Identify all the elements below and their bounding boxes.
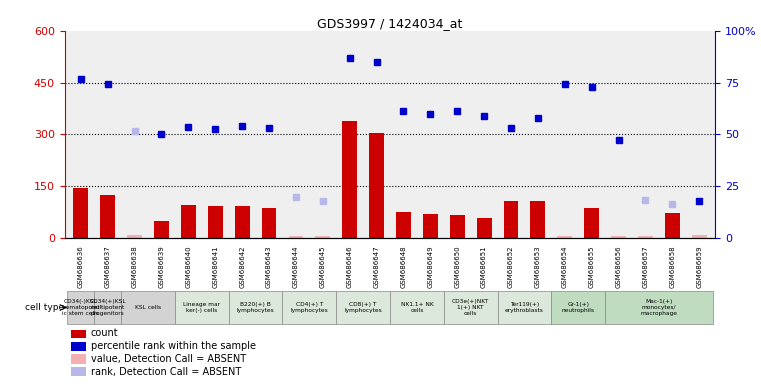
Bar — [504, 201, 518, 238]
Text: Mac-1(+)
monocytes/
macrophage: Mac-1(+) monocytes/ macrophage — [640, 299, 677, 316]
Text: GSM686650: GSM686650 — [454, 245, 460, 288]
Text: CD8(+) T
lymphocytes: CD8(+) T lymphocytes — [344, 302, 382, 313]
Text: GSM686657: GSM686657 — [642, 245, 648, 288]
Bar — [262, 208, 276, 238]
Text: GSM686656: GSM686656 — [616, 245, 622, 288]
Bar — [396, 212, 411, 238]
Bar — [127, 235, 142, 238]
Text: GSM686638: GSM686638 — [132, 245, 138, 288]
Bar — [72, 354, 85, 364]
Bar — [530, 201, 546, 238]
Bar — [498, 291, 551, 324]
Bar — [336, 291, 390, 324]
Text: GSM686640: GSM686640 — [186, 245, 191, 288]
Bar — [73, 188, 88, 238]
Text: GSM686639: GSM686639 — [158, 245, 164, 288]
Text: GSM686651: GSM686651 — [481, 245, 487, 288]
Bar — [72, 341, 85, 351]
Text: KSL cells: KSL cells — [135, 305, 161, 310]
Bar — [450, 215, 465, 238]
Text: GSM686647: GSM686647 — [374, 245, 380, 288]
Text: value, Detection Call = ABSENT: value, Detection Call = ABSENT — [91, 354, 246, 364]
Text: GSM686646: GSM686646 — [347, 245, 352, 288]
Text: GSM686654: GSM686654 — [562, 245, 568, 288]
Bar — [282, 291, 336, 324]
Bar — [665, 213, 680, 238]
Text: Lineage mar
ker(-) cells: Lineage mar ker(-) cells — [183, 302, 220, 313]
Text: GSM686642: GSM686642 — [239, 245, 245, 288]
Bar — [72, 367, 85, 376]
Title: GDS3997 / 1424034_at: GDS3997 / 1424034_at — [317, 17, 463, 30]
Text: CD3e(+)NKT
1(+) NKT
cells: CD3e(+)NKT 1(+) NKT cells — [452, 299, 489, 316]
Bar — [390, 291, 444, 324]
Bar — [342, 121, 357, 238]
Bar — [72, 329, 85, 338]
Text: Gr-1(+)
neutrophils: Gr-1(+) neutrophils — [562, 302, 594, 313]
Bar — [229, 291, 282, 324]
Text: GSM686641: GSM686641 — [212, 245, 218, 288]
Bar — [175, 291, 229, 324]
Bar — [611, 236, 626, 238]
Text: CD4(+) T
lymphocytes: CD4(+) T lymphocytes — [291, 302, 328, 313]
Bar — [154, 222, 169, 238]
Text: GSM686643: GSM686643 — [266, 245, 272, 288]
Bar — [100, 195, 115, 238]
Bar — [94, 291, 121, 324]
Bar — [476, 218, 492, 238]
Text: count: count — [91, 328, 119, 338]
Bar — [121, 291, 175, 324]
Bar — [692, 235, 707, 238]
Text: GSM686653: GSM686653 — [535, 245, 541, 288]
Text: rank, Detection Call = ABSENT: rank, Detection Call = ABSENT — [91, 367, 241, 377]
Text: GSM686637: GSM686637 — [105, 245, 110, 288]
Text: GSM686636: GSM686636 — [78, 245, 84, 288]
Bar — [638, 236, 653, 238]
Text: Ter119(+)
erythroblasts: Ter119(+) erythroblasts — [505, 302, 544, 313]
Text: GSM686649: GSM686649 — [428, 245, 433, 288]
Bar — [423, 214, 438, 238]
Text: GSM686659: GSM686659 — [696, 245, 702, 288]
Text: GSM686652: GSM686652 — [508, 245, 514, 288]
Text: CD34(-)KSL
hematopoiet
ic stem cells: CD34(-)KSL hematopoiet ic stem cells — [62, 299, 100, 316]
Text: GSM686648: GSM686648 — [400, 245, 406, 288]
Bar — [605, 291, 712, 324]
Text: GSM686645: GSM686645 — [320, 245, 326, 288]
Text: GSM686655: GSM686655 — [589, 245, 594, 288]
Bar — [181, 205, 196, 238]
Bar — [234, 206, 250, 238]
Bar — [208, 206, 223, 238]
Text: GSM686644: GSM686644 — [293, 245, 299, 288]
Text: percentile rank within the sample: percentile rank within the sample — [91, 341, 256, 351]
Bar — [315, 236, 330, 238]
Bar — [584, 208, 599, 238]
Text: cell type: cell type — [25, 303, 64, 312]
Bar — [288, 236, 304, 238]
Text: GSM686658: GSM686658 — [670, 245, 675, 288]
Bar — [369, 132, 384, 238]
Text: NK1.1+ NK
cells: NK1.1+ NK cells — [400, 302, 433, 313]
Text: B220(+) B
lymphocytes: B220(+) B lymphocytes — [237, 302, 275, 313]
Text: CD34(+)KSL
multipotent
progenitors: CD34(+)KSL multipotent progenitors — [89, 299, 126, 316]
Bar — [444, 291, 498, 324]
Bar — [551, 291, 605, 324]
Bar — [68, 291, 94, 324]
Bar — [557, 236, 572, 238]
